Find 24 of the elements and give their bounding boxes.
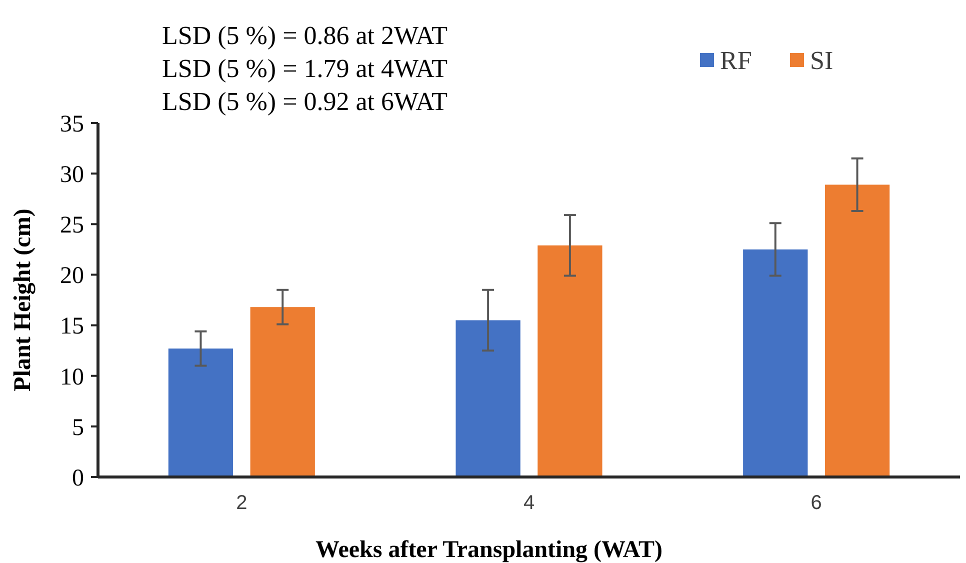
y-axis-title: Plant Height (cm): [10, 208, 36, 392]
x-tick-label: 4: [523, 492, 535, 514]
y-tick-label: 5: [72, 414, 84, 441]
bar: [456, 320, 520, 477]
y-tick-label: 25: [60, 212, 84, 239]
bar: [538, 245, 602, 477]
legend-label: RF: [720, 46, 752, 76]
y-tick-label: 30: [60, 162, 84, 188]
y-tick-label: 10: [60, 364, 84, 390]
bar: [743, 249, 808, 477]
y-tick-label: 35: [60, 111, 84, 138]
y-tick-label: 0: [72, 465, 84, 492]
y-tick-label: 15: [60, 314, 84, 340]
text: LSD (5 %) = 0.86 at 2WAT: [162, 21, 448, 50]
legend-label: SI: [810, 46, 834, 76]
x-tick-label: 6: [810, 492, 822, 514]
x-tick-label: 2: [236, 492, 248, 514]
text: LSD (5 %) = 0.92 at 6WAT: [162, 87, 448, 116]
y-tick-label: 20: [60, 263, 84, 290]
bar: [250, 307, 315, 477]
x-axis-title: Weeks after Transplanting (WAT): [316, 537, 662, 563]
text: LSD (5 %) = 1.79 at 4WAT: [162, 54, 448, 83]
bar: [824, 184, 890, 477]
bar: [168, 348, 234, 477]
